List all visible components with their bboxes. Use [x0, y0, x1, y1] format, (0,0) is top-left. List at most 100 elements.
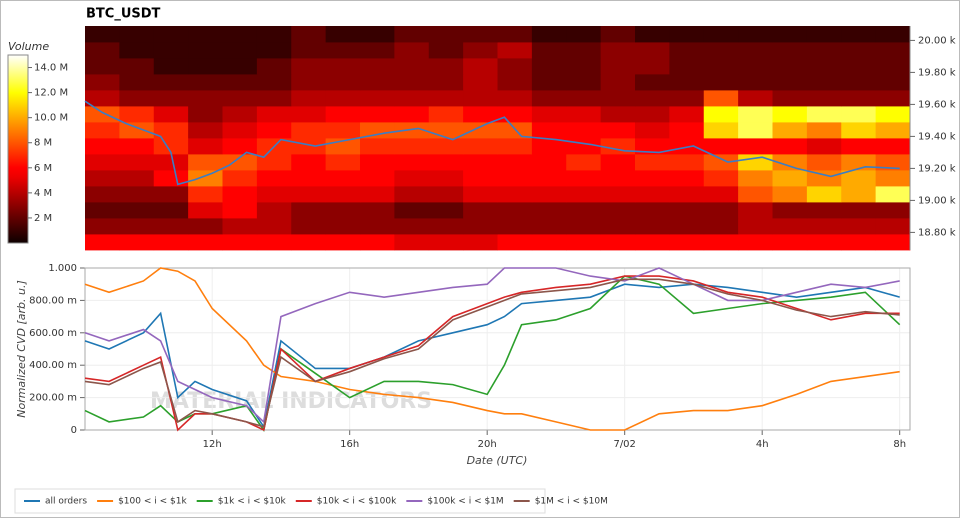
legend-label: all orders [45, 497, 87, 507]
heat-cell [463, 170, 498, 187]
heat-cell [360, 154, 395, 171]
heat-cell [497, 154, 533, 171]
heat-cell [703, 74, 739, 91]
x-tick-label: 7/02 [613, 439, 635, 450]
heat-cell [394, 186, 430, 203]
heat-cell [188, 90, 223, 107]
x-tick-label: 16h [340, 439, 359, 450]
heat-cell [119, 106, 155, 123]
heat-cell [875, 218, 911, 235]
heat-cell [841, 218, 877, 235]
heat-cell [360, 202, 395, 219]
heat-cell [738, 42, 773, 59]
heat-cell [153, 58, 189, 75]
heat-cell [635, 138, 670, 155]
heat-cell [875, 138, 911, 155]
heat-cell [222, 154, 258, 171]
heat-cell [325, 170, 361, 187]
heat-cell [772, 202, 808, 219]
heat-cell [531, 90, 567, 107]
heat-cell [703, 122, 739, 139]
heat-cell [360, 186, 395, 203]
heat-cell [566, 170, 602, 187]
heat-cell [531, 154, 567, 171]
heat-cell [360, 218, 395, 235]
heat-cell [291, 186, 327, 203]
y-tick-label: 20.00 k [918, 35, 956, 46]
heat-cell [669, 170, 705, 187]
heat-cell [394, 58, 430, 75]
heat-cell [222, 218, 258, 235]
heat-cell [703, 218, 739, 235]
legend-label: $100k < i < $1M [427, 497, 503, 507]
heat-cell [360, 74, 395, 91]
heat-cell [394, 154, 430, 171]
heat-cell [394, 42, 430, 59]
heat-cell [119, 90, 155, 107]
heat-cell [188, 154, 223, 171]
heat-cell [738, 154, 773, 171]
heat-cell [738, 58, 773, 75]
heat-cell [875, 202, 911, 219]
heat-cell [566, 42, 602, 59]
x-tick-label: 4h [756, 439, 769, 450]
heat-cell [738, 202, 773, 219]
heat-cell [291, 58, 327, 75]
heat-cell [669, 186, 705, 203]
heat-cell [256, 26, 292, 43]
heat-cell [394, 138, 430, 155]
heat-cell [806, 234, 842, 251]
chart-title: BTC_USDT [86, 7, 161, 22]
heat-cell [85, 234, 120, 251]
heat-cell [738, 90, 773, 107]
heat-cell [153, 202, 189, 219]
heat-cell [738, 74, 773, 91]
colorbar [7, 54, 29, 244]
heat-cell [85, 186, 120, 203]
heat-cell [531, 202, 567, 219]
heat-cell [291, 234, 327, 251]
heat-cell [669, 122, 705, 139]
heat-cell [841, 170, 877, 187]
heat-cell [394, 74, 430, 91]
heat-cell [875, 170, 911, 187]
heat-cell [222, 170, 258, 187]
heat-cell [703, 106, 739, 123]
heat-cell [85, 170, 120, 187]
heat-cell [703, 186, 739, 203]
heat-cell [531, 74, 567, 91]
cvd-line [84, 275, 901, 432]
y-tick-label: 400.00 m [29, 360, 77, 371]
heat-cell [188, 234, 223, 251]
heat-cell [841, 58, 877, 75]
heat-cell [291, 122, 327, 139]
heat-cell [772, 90, 808, 107]
x-tick-label: 8h [893, 439, 906, 450]
heat-cell [635, 42, 670, 59]
watermark: MATERIAL INDICATORS [150, 389, 432, 414]
heat-cell [531, 218, 567, 235]
heat-cell [222, 58, 258, 75]
heat-cell [806, 90, 842, 107]
heat-cell [463, 186, 498, 203]
heat-cell [188, 202, 223, 219]
heat-cell [153, 218, 189, 235]
heat-cell [85, 74, 120, 91]
heat-cell [119, 122, 155, 139]
heat-cell [325, 26, 361, 43]
heat-cell [772, 26, 808, 43]
heat-cell [428, 138, 464, 155]
colorbar-tick-label: 2 M [34, 213, 52, 224]
heat-cell [772, 106, 808, 123]
heat-cell [291, 218, 327, 235]
heat-cell [635, 106, 670, 123]
heat-cell [119, 58, 155, 75]
heat-cell [566, 90, 602, 107]
heat-cell [153, 234, 189, 251]
heat-cell [600, 106, 636, 123]
heat-cell [635, 74, 670, 91]
heat-cell [428, 154, 464, 171]
heat-cell [188, 186, 223, 203]
heat-cell [566, 202, 602, 219]
heat-cell [875, 122, 911, 139]
